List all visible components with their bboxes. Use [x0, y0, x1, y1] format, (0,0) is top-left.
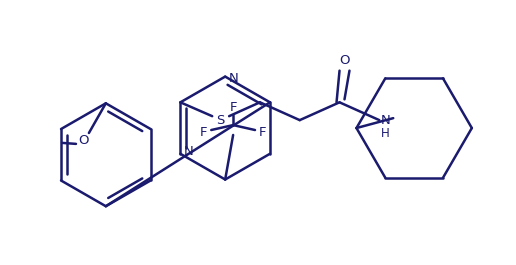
- Text: O: O: [79, 134, 89, 147]
- Text: S: S: [216, 114, 224, 127]
- Text: F: F: [200, 126, 207, 139]
- Text: F: F: [259, 126, 267, 139]
- Text: H: H: [381, 127, 390, 140]
- Text: O: O: [339, 54, 350, 67]
- Text: N: N: [380, 114, 390, 127]
- Text: N: N: [228, 72, 238, 85]
- Text: N: N: [184, 145, 193, 158]
- Text: F: F: [230, 101, 237, 114]
